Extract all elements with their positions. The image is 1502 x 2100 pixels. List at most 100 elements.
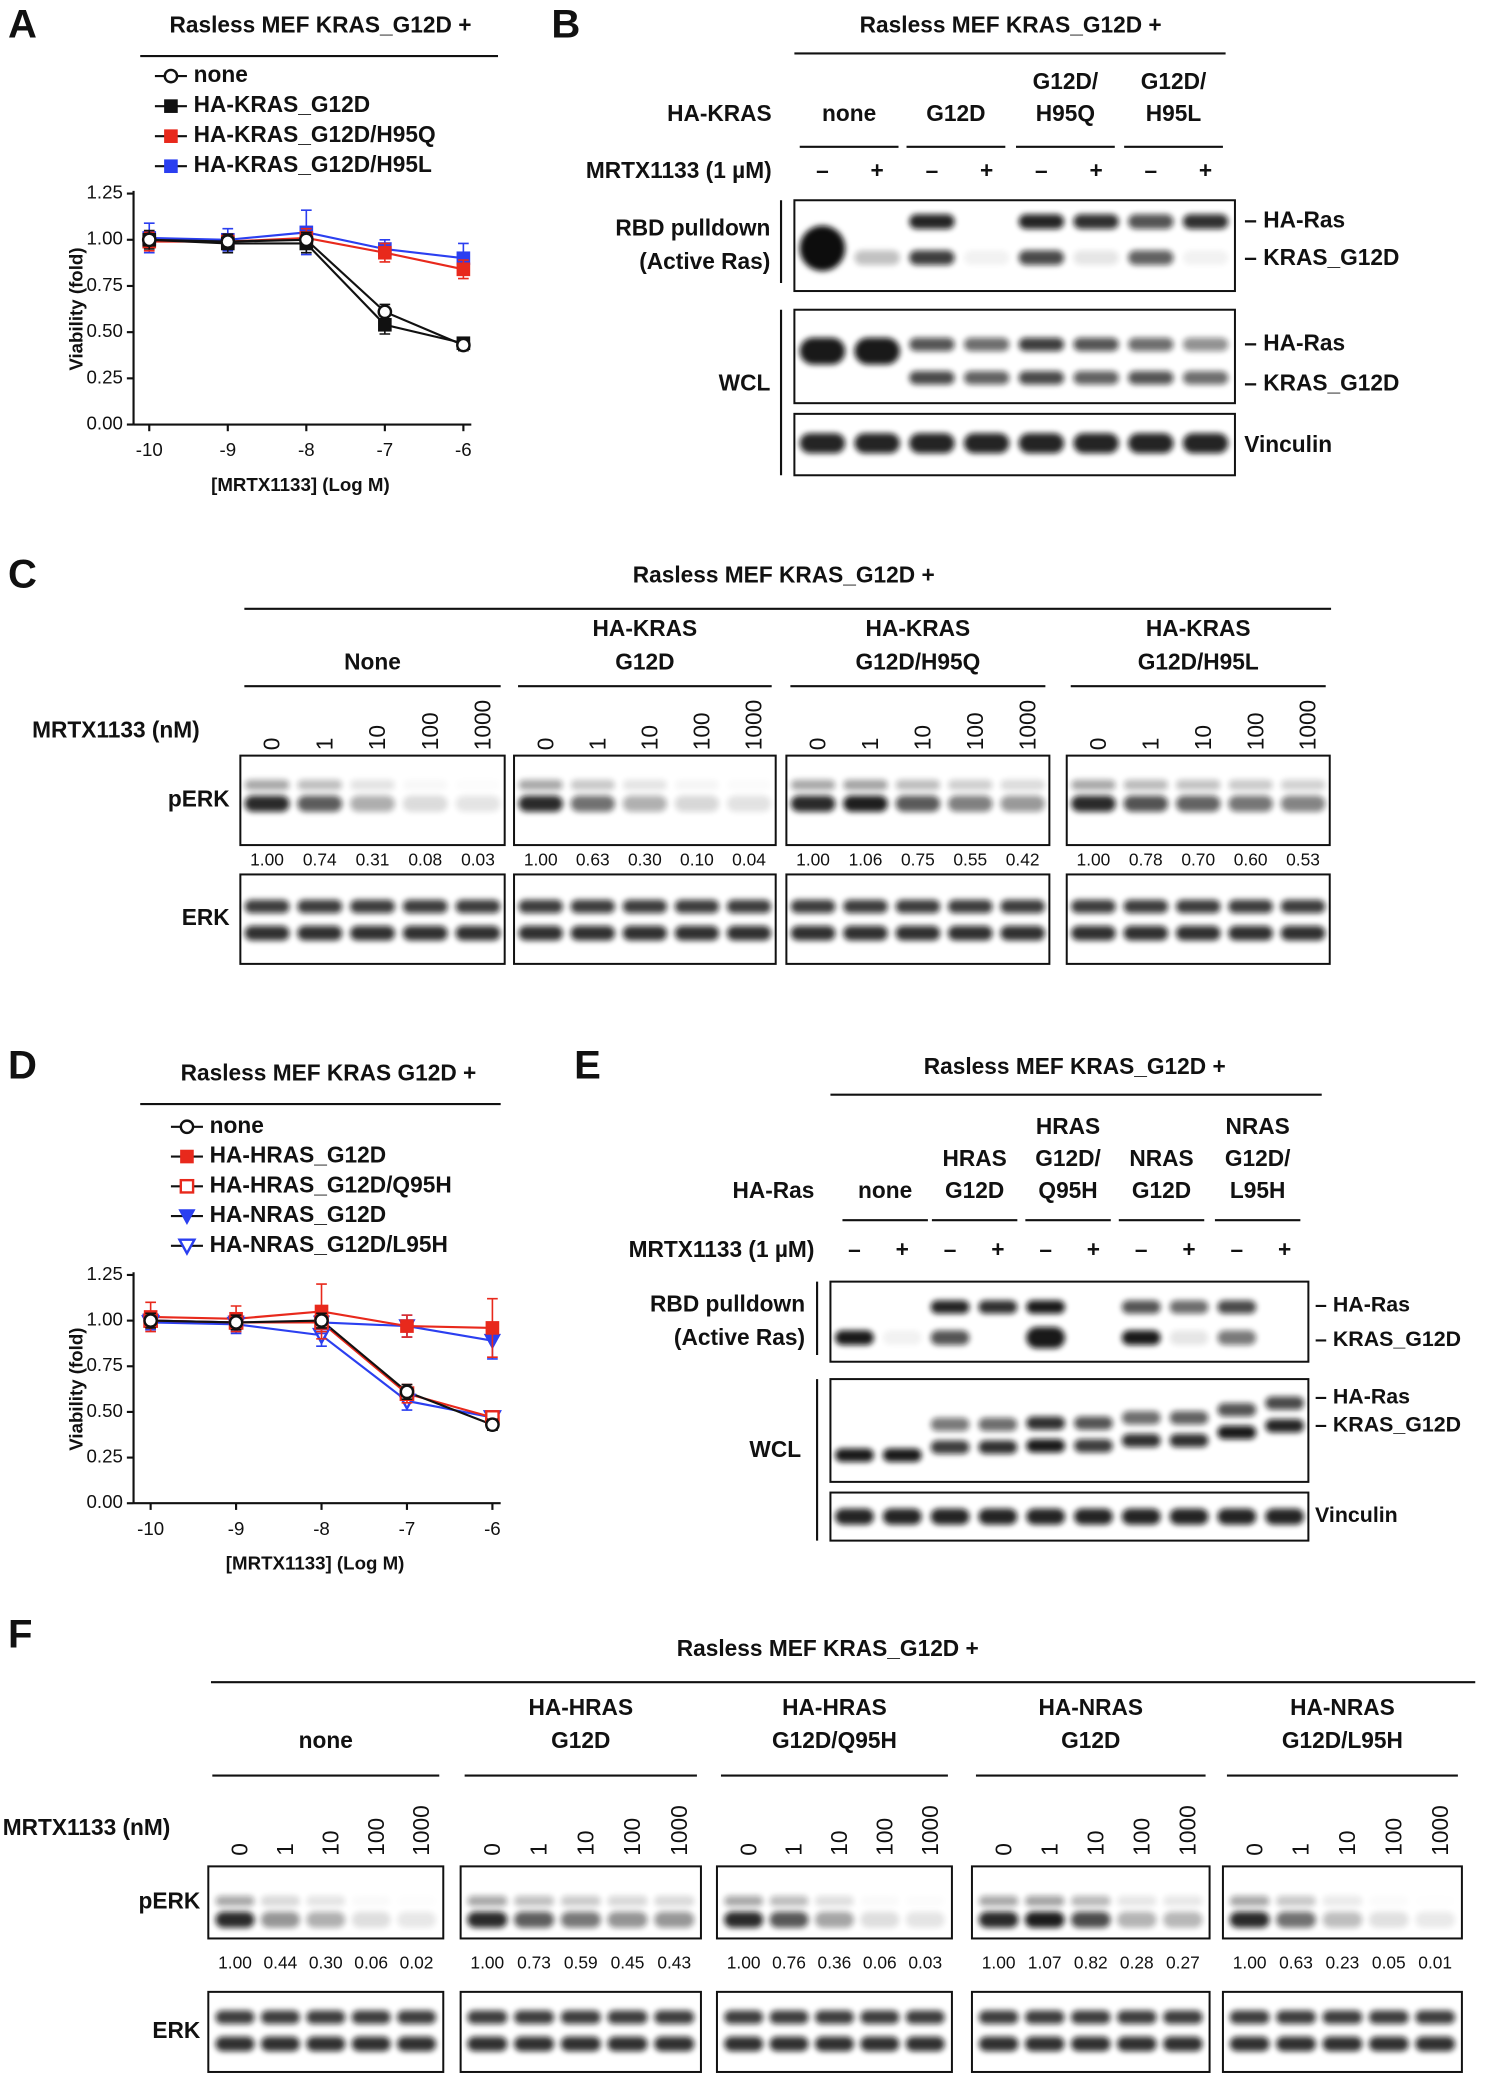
group-label: G12D <box>926 100 985 126</box>
legend-marker <box>163 68 179 84</box>
band <box>854 433 900 454</box>
band <box>930 1417 970 1432</box>
band <box>1217 1300 1257 1314</box>
y-tick-label: 0.75 <box>86 1354 122 1375</box>
band <box>854 337 900 365</box>
band <box>895 925 941 941</box>
group-label: G12D/Q95H <box>772 1727 897 1753</box>
x-tick-label: -7 <box>377 439 394 460</box>
dose-label: 100 <box>872 1818 898 1856</box>
panel-title: Rasless MEF KRAS_G12D + <box>924 1053 1226 1079</box>
marker <box>485 1321 500 1335</box>
band <box>560 2010 601 2024</box>
blot-frame <box>785 873 1051 965</box>
dose-label: 10 <box>637 725 663 750</box>
band <box>905 2010 945 2024</box>
band <box>1121 1330 1161 1346</box>
dose-label: 1000 <box>1295 700 1321 750</box>
x-tick-label: -6 <box>455 439 472 460</box>
band <box>350 899 395 914</box>
band <box>1163 2036 1203 2052</box>
treatment-sign: – <box>1145 157 1158 183</box>
dose-label: 100 <box>619 1818 645 1856</box>
band <box>1182 214 1229 229</box>
band <box>1128 250 1174 266</box>
band-upper <box>814 1895 854 1907</box>
marker <box>228 1315 244 1330</box>
quant-label: 1.06 <box>849 850 883 870</box>
band <box>1121 1433 1161 1448</box>
band <box>799 433 846 454</box>
band-label: – HA-Ras <box>1244 207 1345 233</box>
band <box>306 1911 346 1928</box>
band <box>978 1417 1018 1432</box>
band <box>1024 2036 1065 2052</box>
band-upper <box>790 779 836 791</box>
band <box>790 795 836 812</box>
x-tick-label: -7 <box>399 1518 416 1539</box>
dose-label: 1000 <box>666 1805 692 1855</box>
band <box>1026 1508 1065 1525</box>
group-label: G12D <box>551 1727 610 1753</box>
band <box>1280 899 1326 914</box>
legend-label: HA-KRAS_G12D/H95Q <box>194 121 436 147</box>
band <box>1018 250 1065 266</box>
dose-label: 1 <box>526 1843 552 1856</box>
band <box>1368 1911 1409 1928</box>
band-upper <box>978 1895 1019 1907</box>
band <box>1182 337 1229 352</box>
band <box>963 371 1010 385</box>
dose-label: 10 <box>317 1830 343 1855</box>
dose-label: 0 <box>990 1843 1016 1856</box>
quant-label: 0.28 <box>1120 1952 1154 1972</box>
band <box>1415 1911 1456 1928</box>
band <box>1117 2036 1157 2052</box>
band <box>1121 1300 1161 1314</box>
dose-label: 0 <box>805 738 831 751</box>
band <box>1074 1508 1113 1525</box>
band-upper <box>403 780 448 791</box>
band <box>1280 925 1326 941</box>
band-upper <box>560 1895 601 1907</box>
y-tick-label: 0.75 <box>86 274 122 295</box>
treatment-sign: + <box>991 1236 1004 1262</box>
band <box>1121 1411 1161 1425</box>
band <box>1071 925 1116 941</box>
x-tick-label: -10 <box>136 439 163 460</box>
x-tick-label: -8 <box>313 1518 330 1539</box>
band <box>905 2036 945 2052</box>
legend-label: HA-HRAS_G12D <box>210 1142 386 1168</box>
band <box>947 925 993 941</box>
dose-label: 1 <box>781 1843 807 1856</box>
group-label: HA-KRAS <box>866 615 971 641</box>
band <box>909 214 955 229</box>
band <box>854 250 900 266</box>
band-upper <box>1071 779 1116 791</box>
band-upper <box>352 1896 391 1907</box>
band <box>1280 795 1326 812</box>
treatment-sign: – <box>1039 1236 1052 1262</box>
band-upper <box>607 1895 648 1907</box>
group-label: HA-KRAS <box>593 615 698 641</box>
band <box>1265 1419 1304 1433</box>
dose-label: 100 <box>689 712 715 750</box>
marker <box>456 262 471 277</box>
dose-label: 10 <box>910 725 936 750</box>
band-label: – HA-Ras <box>1315 1292 1410 1316</box>
quant-label: 0.60 <box>1234 850 1268 870</box>
band <box>769 1911 809 1928</box>
band <box>769 2036 809 2052</box>
legend-marker <box>164 129 178 143</box>
row-label: pERK <box>168 785 230 811</box>
band <box>351 2010 391 2024</box>
band <box>297 925 343 941</box>
band <box>215 1911 255 1928</box>
band <box>909 337 955 352</box>
quant-label: 0.63 <box>576 850 610 870</box>
band <box>350 795 395 812</box>
row-label: WCL <box>719 369 771 395</box>
band-upper <box>518 779 563 791</box>
dose-label: 10 <box>572 1830 598 1855</box>
band <box>607 2036 648 2052</box>
dose-label: 10 <box>826 1830 852 1855</box>
